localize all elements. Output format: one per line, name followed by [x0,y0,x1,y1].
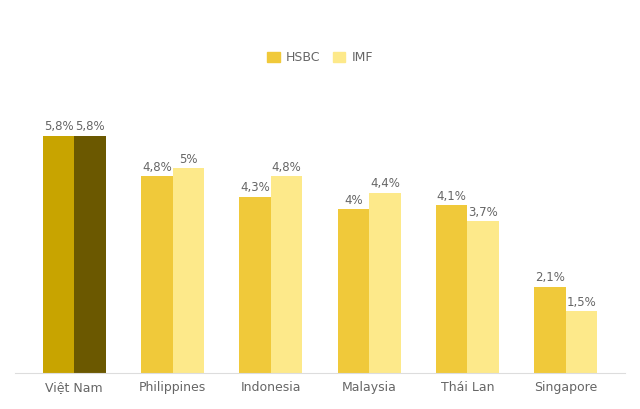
Text: 1,5%: 1,5% [566,296,596,309]
Bar [239,197,271,373]
Text: 4,4%: 4,4% [370,178,400,190]
Bar [369,193,401,373]
Text: 5,8%: 5,8% [75,120,105,133]
Text: 3,7%: 3,7% [468,206,498,219]
Bar [173,168,204,373]
Text: 4,3%: 4,3% [240,182,270,194]
Text: 4,8%: 4,8% [272,161,301,174]
Bar [43,135,74,373]
Bar [74,135,106,373]
Bar [467,221,499,373]
Text: 4%: 4% [344,194,363,207]
Bar [338,209,369,373]
Text: 5%: 5% [179,153,198,166]
Text: 5,8%: 5,8% [44,120,73,133]
Bar [141,176,173,373]
Bar [436,205,467,373]
Text: 2,1%: 2,1% [535,271,565,284]
Legend: HSBC, IMF: HSBC, IMF [262,46,378,69]
Text: 4,8%: 4,8% [142,161,172,174]
Text: 4,1%: 4,1% [437,190,467,202]
Bar [534,287,566,373]
Bar [271,176,302,373]
Bar [566,311,597,373]
